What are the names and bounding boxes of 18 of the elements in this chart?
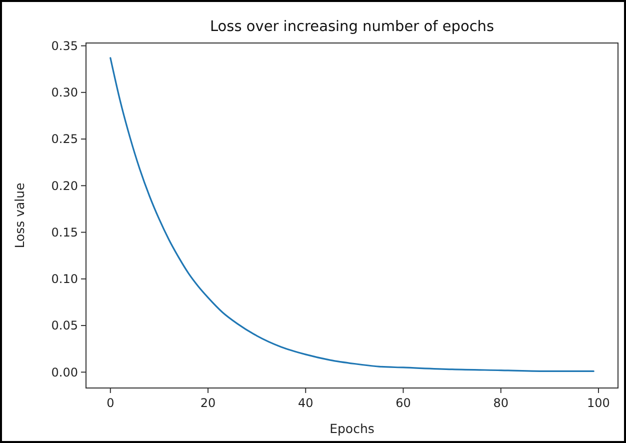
chart-title: Loss over increasing number of epochs [210, 19, 494, 35]
line-series [110, 57, 594, 372]
y-tick-label: 0.10 [51, 272, 78, 286]
x-tick-label: 60 [396, 396, 411, 410]
x-axis-title: Epochs [330, 421, 374, 436]
y-tick-label: 0.00 [51, 365, 78, 380]
y-tick-label: 0.20 [51, 178, 78, 193]
y-tick-label: 0.25 [51, 132, 78, 146]
x-tick-label: 100 [587, 396, 610, 410]
y-tick-label: 0.15 [51, 225, 78, 240]
x-tick-label: 80 [493, 396, 509, 410]
x-tick-label: 40 [298, 396, 314, 410]
x-tick-label: 20 [200, 396, 216, 410]
y-tick-label: 0.30 [51, 86, 78, 100]
y-axis-title: Loss value [12, 182, 27, 248]
y-tick-label: 0.05 [51, 318, 78, 333]
x-tick-label: 0 [106, 396, 114, 410]
y-tick-label: 0.35 [51, 38, 78, 53]
